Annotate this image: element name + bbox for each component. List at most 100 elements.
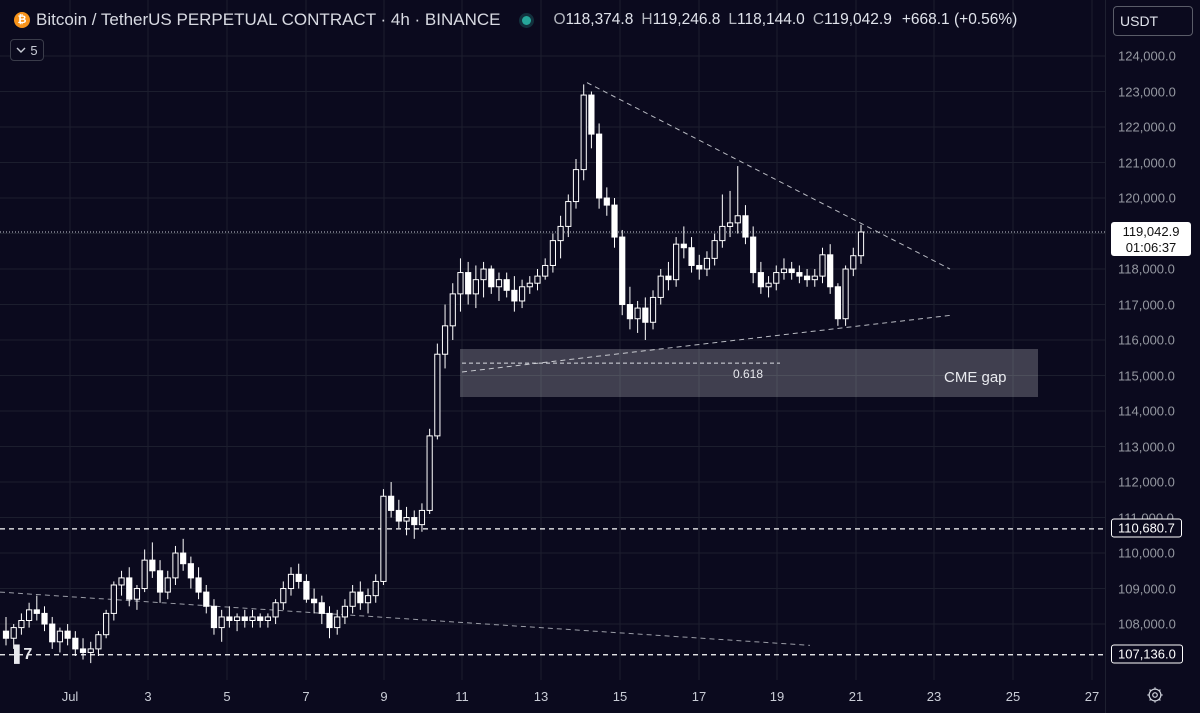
time-tick: 15 [612, 689, 628, 704]
candle-body [780, 268, 788, 274]
candle-body [64, 630, 71, 639]
price-tick: 116,000.0 [1118, 332, 1175, 348]
candle-body [233, 616, 241, 621]
candle-body [303, 580, 310, 600]
symbol-title[interactable]: Bitcoin / TetherUS PERPETUAL CONTRACT · … [36, 10, 501, 29]
candle-body [649, 296, 657, 323]
candle-body [156, 570, 164, 593]
candle-body [534, 275, 541, 284]
candle-body [110, 584, 117, 614]
candle-body [203, 591, 210, 607]
candle-body [719, 225, 726, 242]
candle-body [141, 559, 148, 590]
cme-gap-zone[interactable] [460, 349, 1038, 397]
time-tick: Jul [61, 689, 79, 704]
market-status-icon[interactable] [522, 15, 532, 25]
candle-body [580, 94, 587, 171]
candle-body [118, 577, 125, 586]
candle-body [149, 559, 156, 572]
candle-body [665, 275, 672, 281]
candle-body [642, 307, 649, 323]
candle-body [680, 243, 687, 249]
candle-body [441, 325, 449, 355]
high-value: 119,246.8 [652, 11, 721, 28]
candle-body [449, 293, 456, 327]
time-tick: 11 [455, 689, 469, 704]
candle-body [603, 197, 610, 206]
candle-body [542, 264, 549, 277]
candle-body [172, 552, 179, 579]
price-tick: 124,000.0 [1118, 48, 1176, 64]
time-tick: 13 [533, 689, 549, 704]
candle-body [742, 215, 749, 238]
time-tick: 17 [691, 689, 707, 704]
candle-body [180, 552, 187, 565]
indicators-toggle-button[interactable]: 5 [10, 39, 44, 61]
symbol-header: ₿ Bitcoin / TetherUS PERPETUAL CONTRACT … [0, 0, 1105, 40]
candle-body [526, 282, 533, 288]
tradingview-logo-icon[interactable]: ▌7 [14, 646, 32, 663]
change-value: +668.1 (+0.56%) [901, 11, 1018, 28]
ohlc-readout: O118,374.8 H119,246.8 L118,144.0 C119,04… [553, 11, 1017, 29]
candle-body [2, 630, 10, 639]
candle-body [457, 272, 464, 295]
open-value: 118,374.8 [565, 11, 634, 28]
last-price-value: 119,042.9 [1122, 224, 1180, 239]
candle-body [295, 573, 302, 582]
candle-body [280, 588, 287, 604]
indicator-count: 5 [30, 42, 38, 58]
price-tick: 117,000.0 [1118, 297, 1175, 313]
candle-body [819, 254, 826, 277]
candle-body [411, 517, 418, 526]
candle-body [850, 255, 857, 270]
candle-body [380, 495, 387, 582]
time-tick: 19 [769, 689, 785, 704]
candle-body [827, 254, 834, 288]
candle-body [334, 616, 341, 629]
time-tick: 21 [848, 689, 864, 704]
candle-body [503, 279, 510, 291]
close-value: 119,042.9 [824, 11, 892, 28]
candle-body [626, 304, 634, 320]
candle-body [10, 627, 17, 639]
candle-body [565, 201, 572, 227]
price-tick: 109,000.0 [1118, 581, 1176, 597]
candle-body [103, 612, 110, 636]
candle-body [634, 307, 641, 320]
candle-body [673, 243, 680, 281]
candle-body [703, 257, 711, 270]
currency-selector[interactable]: USDT [1113, 6, 1193, 36]
chart-canvas[interactable] [0, 0, 1105, 713]
candle-body [588, 94, 595, 135]
candle-body [796, 272, 803, 277]
candle-body [264, 616, 271, 621]
candle-body [596, 133, 603, 199]
candle-body [326, 612, 333, 629]
candle-body [133, 588, 141, 600]
price-tick: 115,000.0 [1118, 368, 1175, 384]
cme-gap-label: CME gap [944, 369, 1007, 386]
candle-body [765, 282, 772, 288]
candle-body [426, 435, 433, 511]
candle-body [696, 264, 703, 270]
candle-body [210, 605, 218, 629]
candle-body [311, 598, 318, 604]
candle-body [388, 495, 395, 511]
candle-body [657, 275, 664, 298]
last-price-label: 119,042.9 01:06:37 [1111, 222, 1191, 256]
price-tick: 120,000.0 [1118, 190, 1176, 206]
price-tick: 123,000.0 [1118, 84, 1176, 99]
candle-body [95, 634, 102, 650]
time-tick: 5 [223, 689, 231, 704]
price-tick: 113,000.0 [1118, 439, 1175, 455]
time-tick: 27 [1084, 689, 1100, 704]
gear-icon[interactable] [1146, 686, 1164, 704]
candle-body [41, 612, 48, 625]
candle-body [372, 580, 379, 597]
candle-body [857, 231, 865, 257]
candle-body [518, 286, 526, 302]
candle-body [249, 616, 256, 621]
candle-body [164, 577, 171, 593]
trendline-upper [586, 82, 951, 270]
candle-body [434, 353, 441, 437]
